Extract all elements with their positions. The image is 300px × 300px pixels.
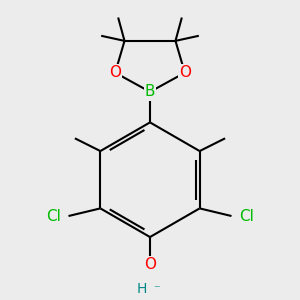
- Text: ⁻: ⁻: [153, 283, 160, 296]
- Text: O: O: [109, 65, 121, 80]
- Text: O: O: [144, 257, 156, 272]
- Text: B: B: [145, 84, 155, 99]
- Text: Cl: Cl: [239, 208, 254, 224]
- Text: H: H: [136, 282, 147, 296]
- Text: Cl: Cl: [46, 208, 61, 224]
- Text: O: O: [179, 65, 191, 80]
